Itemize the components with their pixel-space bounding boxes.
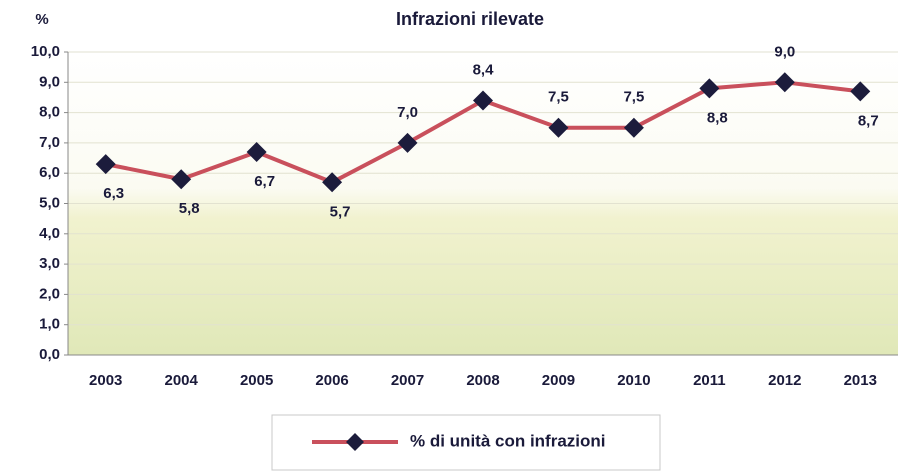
marker bbox=[397, 132, 418, 153]
y-tick-label: 0,0 bbox=[39, 346, 60, 363]
x-tick-label: 2008 bbox=[466, 372, 499, 389]
x-tick-label: 2012 bbox=[768, 372, 801, 389]
data-label: 5,7 bbox=[330, 203, 351, 220]
data-label: 8,7 bbox=[858, 112, 879, 129]
y-tick-label: 8,0 bbox=[39, 104, 60, 121]
x-tick-label: 2007 bbox=[391, 372, 424, 389]
chart-title: Infrazioni rilevate bbox=[396, 9, 544, 29]
marker bbox=[322, 172, 343, 193]
y-tick-label: 1,0 bbox=[39, 316, 60, 333]
data-label: 8,4 bbox=[473, 61, 495, 78]
data-label: 5,8 bbox=[179, 200, 200, 217]
marker bbox=[699, 78, 720, 99]
y-tick-label: 7,0 bbox=[39, 134, 60, 151]
data-label: 6,7 bbox=[254, 173, 275, 190]
x-tick-label: 2003 bbox=[89, 372, 122, 389]
data-label: 9,0 bbox=[774, 43, 795, 60]
legend-marker bbox=[346, 433, 364, 451]
x-tick-label: 2010 bbox=[617, 372, 650, 389]
x-tick-label: 2004 bbox=[164, 372, 198, 389]
data-label: 7,0 bbox=[397, 104, 418, 121]
marker bbox=[548, 117, 569, 138]
y-tick-label: 4,0 bbox=[39, 225, 60, 242]
marker bbox=[95, 154, 116, 175]
legend-label: % di unità con infrazioni bbox=[410, 431, 606, 450]
y-tick-label: 10,0 bbox=[31, 43, 60, 60]
marker bbox=[171, 169, 192, 190]
y-tick-label: 3,0 bbox=[39, 255, 60, 272]
data-label: 6,3 bbox=[103, 185, 124, 202]
x-tick-label: 2009 bbox=[542, 372, 575, 389]
y-tick-label: 5,0 bbox=[39, 194, 60, 211]
data-label: 7,5 bbox=[623, 89, 644, 106]
marker bbox=[246, 141, 267, 162]
x-tick-label: 2005 bbox=[240, 372, 273, 389]
marker bbox=[473, 90, 493, 111]
y-tick-label: 2,0 bbox=[39, 285, 60, 302]
marker bbox=[774, 72, 795, 93]
x-tick-label: 2011 bbox=[693, 372, 726, 389]
data-label: 7,5 bbox=[548, 89, 569, 106]
data-label: 8,8 bbox=[707, 109, 728, 126]
marker bbox=[623, 117, 644, 138]
x-tick-label: 2013 bbox=[844, 372, 877, 389]
y-tick-label: 9,0 bbox=[39, 73, 60, 90]
y-tick-label: 6,0 bbox=[39, 164, 60, 181]
marker bbox=[850, 81, 871, 102]
x-tick-label: 2006 bbox=[315, 372, 348, 389]
y-axis-label: % bbox=[35, 11, 48, 28]
